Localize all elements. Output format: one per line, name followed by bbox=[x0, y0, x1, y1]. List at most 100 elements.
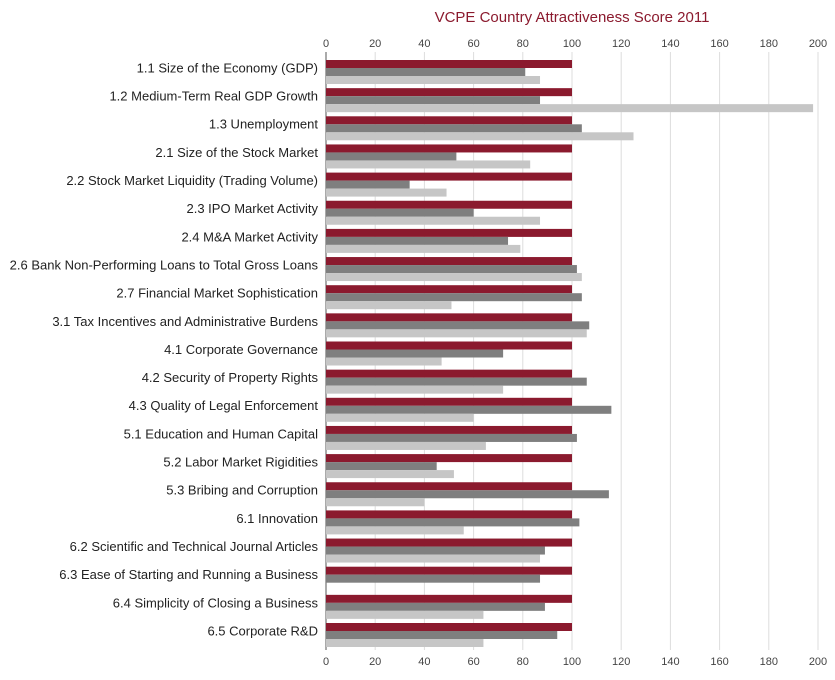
bar bbox=[326, 76, 541, 84]
y-tick-label: 5.1 Education and Human Capital bbox=[124, 426, 319, 441]
x-tick-label: 20 bbox=[369, 38, 381, 50]
bar bbox=[326, 88, 572, 97]
y-tick-label: 6.3 Ease of Starting and Running a Busin… bbox=[59, 567, 318, 582]
bar bbox=[326, 594, 572, 603]
chart-title: VCPE Country Attractiveness Score 2011 bbox=[435, 9, 710, 26]
bar bbox=[326, 96, 541, 105]
x-tick-label: 120 bbox=[612, 656, 630, 668]
bar bbox=[326, 200, 572, 209]
bar bbox=[326, 425, 572, 434]
x-tick-label: 140 bbox=[661, 38, 679, 50]
bar bbox=[326, 228, 572, 237]
x-tick-label: 180 bbox=[760, 38, 778, 50]
x-tick-label: 200 bbox=[809, 38, 827, 50]
bar bbox=[326, 357, 442, 366]
bar bbox=[326, 236, 509, 245]
x-tick-label: 80 bbox=[517, 656, 529, 668]
bar bbox=[326, 602, 545, 611]
x-tick-label: 100 bbox=[563, 38, 581, 50]
bar bbox=[326, 510, 572, 519]
x-tick-label: 180 bbox=[760, 656, 778, 668]
y-tick-label: 2.4 M&A Market Activity bbox=[181, 229, 318, 244]
y-tick-label: 4.2 Security of Property Rights bbox=[142, 370, 319, 385]
y-tick-label: 1.1 Size of the Economy (GDP) bbox=[137, 60, 318, 75]
x-tick-label: 60 bbox=[467, 656, 479, 668]
y-tick-label: 2.7 Financial Market Sophistication bbox=[116, 286, 318, 301]
bar bbox=[326, 293, 582, 302]
x-tick-label: 80 bbox=[517, 38, 529, 50]
y-tick-label: 3.1 Tax Incentives and Administrative Bu… bbox=[52, 314, 318, 329]
bar bbox=[326, 498, 425, 507]
x-tick-label: 40 bbox=[418, 38, 430, 50]
bar bbox=[326, 313, 572, 322]
bar bbox=[326, 329, 587, 338]
y-tick-label: 4.1 Corporate Governance bbox=[164, 342, 318, 357]
bar bbox=[326, 623, 572, 631]
bar bbox=[326, 526, 464, 535]
x-tick-label: 140 bbox=[661, 656, 679, 668]
bar bbox=[326, 265, 577, 274]
y-tick-label: 5.3 Bribing and Corruption bbox=[166, 483, 318, 498]
bar bbox=[326, 482, 572, 491]
bar bbox=[326, 216, 541, 225]
bar bbox=[326, 566, 572, 575]
x-tick-label: 40 bbox=[418, 656, 430, 668]
x-tick-label: 0 bbox=[323, 38, 329, 50]
y-tick-label: 6.5 Corporate R&D bbox=[207, 623, 318, 638]
bar bbox=[326, 433, 577, 442]
bar bbox=[326, 462, 437, 471]
bar bbox=[326, 132, 634, 141]
bar bbox=[326, 405, 612, 414]
x-tick-label: 100 bbox=[563, 656, 581, 668]
bar bbox=[326, 413, 474, 422]
bar bbox=[326, 441, 486, 450]
bar bbox=[326, 377, 587, 386]
y-tick-label: 2.2 Stock Market Liquidity (Trading Volu… bbox=[66, 173, 318, 188]
bar bbox=[326, 273, 582, 282]
x-tick-label: 200 bbox=[809, 656, 827, 668]
y-tick-label: 1.2 Medium-Term Real GDP Growth bbox=[109, 89, 318, 104]
bar bbox=[326, 574, 541, 583]
bar bbox=[326, 490, 609, 499]
bar bbox=[326, 518, 580, 527]
bar bbox=[326, 124, 582, 133]
bar bbox=[326, 538, 572, 547]
bar bbox=[326, 470, 454, 479]
bar bbox=[326, 321, 590, 330]
bar bbox=[326, 172, 572, 181]
bar bbox=[326, 385, 504, 394]
bar bbox=[326, 341, 572, 350]
bar bbox=[326, 285, 572, 294]
bar bbox=[326, 152, 457, 161]
bar bbox=[326, 454, 572, 463]
bar bbox=[326, 68, 526, 76]
y-tick-label: 6.2 Scientific and Technical Journal Art… bbox=[70, 539, 319, 554]
bar bbox=[326, 369, 572, 378]
bar bbox=[326, 180, 410, 189]
bar bbox=[326, 144, 572, 153]
y-tick-label: 5.2 Labor Market Rigidities bbox=[163, 455, 318, 470]
bar bbox=[326, 639, 484, 647]
bar bbox=[326, 60, 572, 68]
bar bbox=[326, 546, 545, 555]
y-tick-label: 2.6 Bank Non-Performing Loans to Total G… bbox=[10, 257, 319, 272]
bar bbox=[326, 104, 814, 113]
x-tick-label: 160 bbox=[710, 656, 728, 668]
y-tick-label: 1.3 Unemployment bbox=[209, 117, 318, 132]
bar bbox=[326, 188, 447, 197]
y-tick-label: 4.3 Quality of Legal Enforcement bbox=[129, 398, 319, 413]
bar bbox=[326, 116, 572, 125]
bar bbox=[326, 257, 572, 266]
bar bbox=[326, 610, 484, 619]
y-tick-label: 2.1 Size of the Stock Market bbox=[155, 145, 318, 160]
bar bbox=[326, 631, 558, 639]
y-tick-label: 6.4 Simplicity of Closing a Business bbox=[113, 595, 319, 610]
x-tick-label: 120 bbox=[612, 38, 630, 50]
y-tick-label: 2.3 IPO Market Activity bbox=[187, 201, 319, 216]
y-tick-label: 6.1 Innovation bbox=[236, 511, 318, 526]
bar bbox=[326, 554, 541, 563]
x-tick-label: 160 bbox=[710, 38, 728, 50]
x-tick-label: 60 bbox=[467, 38, 479, 50]
bar bbox=[326, 160, 531, 169]
